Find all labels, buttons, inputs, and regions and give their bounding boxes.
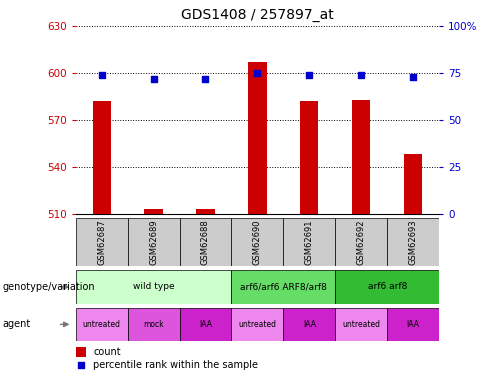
Bar [404, 154, 422, 214]
Point [254, 70, 262, 76]
Bar [335, 270, 439, 304]
Bar [352, 100, 370, 214]
Text: GSM62689: GSM62689 [149, 219, 158, 265]
Bar [196, 209, 215, 214]
Text: GSM62690: GSM62690 [253, 219, 262, 265]
Bar [387, 308, 439, 341]
Text: untreated: untreated [239, 320, 276, 329]
Bar [335, 217, 387, 266]
Text: GSM62687: GSM62687 [97, 219, 106, 265]
Text: arf6 arf8: arf6 arf8 [367, 282, 407, 291]
Point [77, 363, 84, 369]
Text: wild type: wild type [133, 282, 174, 291]
Bar [76, 308, 127, 341]
Bar [76, 270, 231, 304]
Text: IAA: IAA [199, 320, 212, 329]
Bar [127, 217, 180, 266]
Point [305, 72, 313, 78]
Text: genotype/variation: genotype/variation [2, 282, 95, 292]
Bar [76, 347, 86, 357]
Bar [76, 217, 127, 266]
Text: mock: mock [143, 320, 164, 329]
Text: GSM62688: GSM62688 [201, 219, 210, 265]
Bar [180, 308, 231, 341]
Point [357, 72, 365, 78]
Bar [300, 101, 319, 214]
Bar [127, 308, 180, 341]
Bar [387, 217, 439, 266]
Text: untreated: untreated [342, 320, 380, 329]
Bar [93, 101, 111, 214]
Text: percentile rank within the sample: percentile rank within the sample [94, 360, 259, 370]
Text: IAA: IAA [303, 320, 316, 329]
Bar [144, 209, 163, 214]
Bar [231, 270, 335, 304]
Point [150, 76, 158, 82]
Text: IAA: IAA [407, 320, 420, 329]
Bar [180, 217, 231, 266]
Text: GSM62692: GSM62692 [357, 219, 366, 265]
Point [202, 76, 209, 82]
Bar [284, 217, 335, 266]
Text: count: count [94, 347, 121, 357]
Text: agent: agent [2, 320, 31, 329]
Text: GSM62691: GSM62691 [305, 219, 314, 265]
Bar [248, 62, 266, 214]
Text: GSM62693: GSM62693 [409, 219, 418, 265]
Bar [231, 217, 284, 266]
Text: arf6/arf6 ARF8/arf8: arf6/arf6 ARF8/arf8 [240, 282, 327, 291]
Title: GDS1408 / 257897_at: GDS1408 / 257897_at [181, 9, 334, 22]
Bar [284, 308, 335, 341]
Bar [231, 308, 284, 341]
Text: untreated: untreated [82, 320, 121, 329]
Bar [335, 308, 387, 341]
Point [98, 72, 105, 78]
Point [409, 74, 417, 80]
